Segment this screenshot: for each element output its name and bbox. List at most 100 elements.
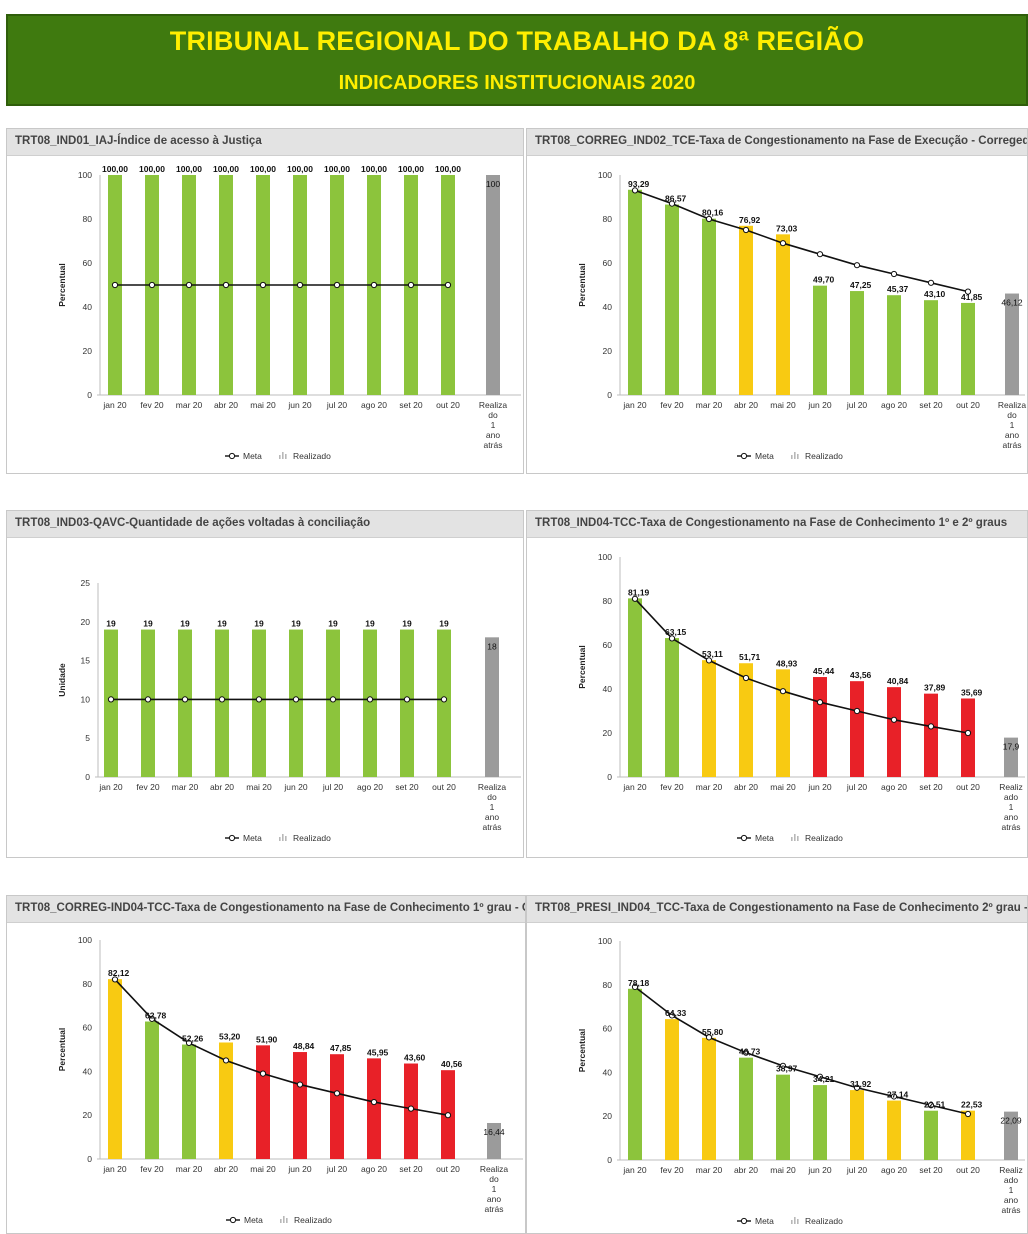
- meta-point: [370, 1098, 378, 1106]
- page-title: TRIBUNAL REGIONAL DO TRABALHO DA 8ª REGI…: [169, 26, 865, 56]
- legend-bar-icon: [286, 1218, 288, 1223]
- legend: Meta Realizado: [737, 833, 843, 843]
- legend-bar-icon: [791, 837, 793, 841]
- data-label: 51,71: [739, 652, 761, 662]
- meta-point: [296, 1081, 304, 1088]
- y-tick-label: 40: [603, 302, 613, 312]
- data-label: 51,90: [256, 1034, 278, 1044]
- data-label: 19: [254, 619, 264, 629]
- legend-bar-icon: [282, 834, 284, 841]
- x-tick-label: abr 20: [734, 400, 758, 410]
- legend-meta-marker-icon: [740, 1217, 748, 1225]
- x-tick-label: set 20: [395, 782, 418, 792]
- y-tick-label: 60: [83, 258, 93, 268]
- legend-bar-icon: [794, 1217, 796, 1224]
- x-tick-label: out 20: [432, 782, 456, 792]
- meta-point: [111, 976, 119, 983]
- x-tick-label: jun 20: [807, 782, 831, 792]
- data-label: 43,60: [404, 1053, 426, 1063]
- legend-realizado-label: Realizado: [805, 1216, 843, 1226]
- x-tick-label: fev 20: [140, 1164, 163, 1174]
- legend-bar-icon: [794, 834, 796, 841]
- data-label: 53,11: [702, 649, 723, 659]
- chart-tcc-2grau: 0 20 40 60 80 100 Percentual 78,18 64,33 55,80 46,…: [577, 936, 1025, 1226]
- data-label: 17,9: [1003, 742, 1020, 752]
- legend-meta-label: Meta: [755, 451, 774, 461]
- panel-header: TRT08_PRESI_IND04_TCC-Taxa de Congestion…: [527, 896, 1027, 923]
- panel-title: TRT08_IND01_IAJ-Índice de acesso à Justi…: [15, 135, 262, 147]
- bar-Realiza-do-1-ano-atrás: [486, 175, 500, 395]
- legend-bar-icon: [791, 455, 793, 459]
- meta-point: [444, 1112, 452, 1119]
- meta-line: [634, 598, 969, 734]
- meta-point: [742, 674, 750, 682]
- bar-jan-20: [108, 979, 122, 1159]
- y-tick-label: 80: [603, 596, 613, 606]
- y-tick-label: 0: [607, 772, 612, 782]
- y-tick-label: 0: [87, 390, 92, 400]
- x-tick-label: jul 20: [322, 782, 344, 792]
- data-label: 81,19: [628, 587, 650, 597]
- x-tick-label: jul 20: [846, 1165, 868, 1175]
- y-tick-label: 20: [83, 346, 93, 356]
- x-tick-label: mai 20: [250, 400, 276, 410]
- y-tick-label: 25: [81, 578, 91, 588]
- meta-point: [964, 1110, 972, 1118]
- chart-tce: 0 20 40 60 80 100 Percentual 93,29 86,57 80,16 76,…: [577, 170, 1027, 461]
- data-label: 62,78: [145, 1011, 167, 1021]
- meta-point: [779, 688, 787, 695]
- bar-jan-20: [104, 629, 118, 777]
- x-tick-label: ago 20: [881, 782, 907, 792]
- data-label: 19: [439, 619, 449, 629]
- bar-set-20: [924, 1110, 938, 1160]
- chart-tcc: 0 20 40 60 80 100 Percentual 81,19 63,15 53,11 51,…: [577, 552, 1025, 843]
- data-label: 100,00: [139, 164, 165, 174]
- meta-point: [853, 707, 861, 715]
- bar-abr-20: [739, 1057, 753, 1160]
- bar-abr-20: [739, 225, 753, 395]
- bar-abr-20: [215, 629, 229, 777]
- data-label: 100,00: [250, 164, 276, 174]
- bar-jul-20: [330, 1054, 344, 1159]
- data-label: 100,00: [176, 164, 202, 174]
- legend-realizado-label: Realizado: [805, 833, 843, 843]
- meta-point: [631, 187, 639, 194]
- bar-mar-20: [182, 1044, 196, 1159]
- bar-mar-20: [702, 660, 716, 777]
- meta-point: [107, 696, 115, 703]
- x-tick-label: set 20: [399, 400, 422, 410]
- data-label: 22,09: [1000, 1116, 1022, 1126]
- meta-point: [148, 281, 156, 289]
- data-label: 19: [402, 619, 412, 629]
- meta-point: [333, 281, 341, 289]
- x-tick-label: out 20: [436, 400, 460, 410]
- y-tick-label: 20: [603, 346, 613, 356]
- data-label: 27,14: [887, 1090, 909, 1100]
- y-tick-label: 0: [87, 1154, 92, 1164]
- meta-point: [259, 281, 267, 289]
- bar-jun-20: [813, 285, 827, 395]
- bar-mai-20: [776, 1074, 790, 1160]
- data-label: 86,57: [665, 194, 687, 204]
- x-tick-label: out 20: [436, 1164, 460, 1174]
- legend-bar-icon: [797, 1219, 799, 1224]
- meta-point: [407, 281, 415, 289]
- panel-title: TRT08_IND04-TCC-Taxa de Congestionamento…: [535, 517, 1008, 529]
- data-label: 100: [486, 179, 500, 189]
- meta-point: [259, 1070, 267, 1077]
- bar-mar-20: [702, 1037, 716, 1160]
- y-tick-label: 20: [603, 1111, 613, 1121]
- data-label: 35,69: [961, 687, 983, 697]
- meta-point: [296, 281, 304, 289]
- y-tick-label: 80: [83, 979, 93, 989]
- panel-header: TRT08_CORREG_IND02_TCE-Taxa de Congestio…: [527, 129, 1027, 156]
- legend-bar-icon: [797, 836, 799, 841]
- data-label: 19: [106, 619, 116, 629]
- data-label: 43,56: [850, 670, 872, 680]
- chart-panel-qavc: TRT08_IND03-QAVC-Quantidade de ações vol…: [6, 510, 524, 858]
- data-label: 80,16: [702, 208, 724, 218]
- data-label: 48,84: [293, 1041, 315, 1051]
- data-label: 45,44: [813, 666, 835, 676]
